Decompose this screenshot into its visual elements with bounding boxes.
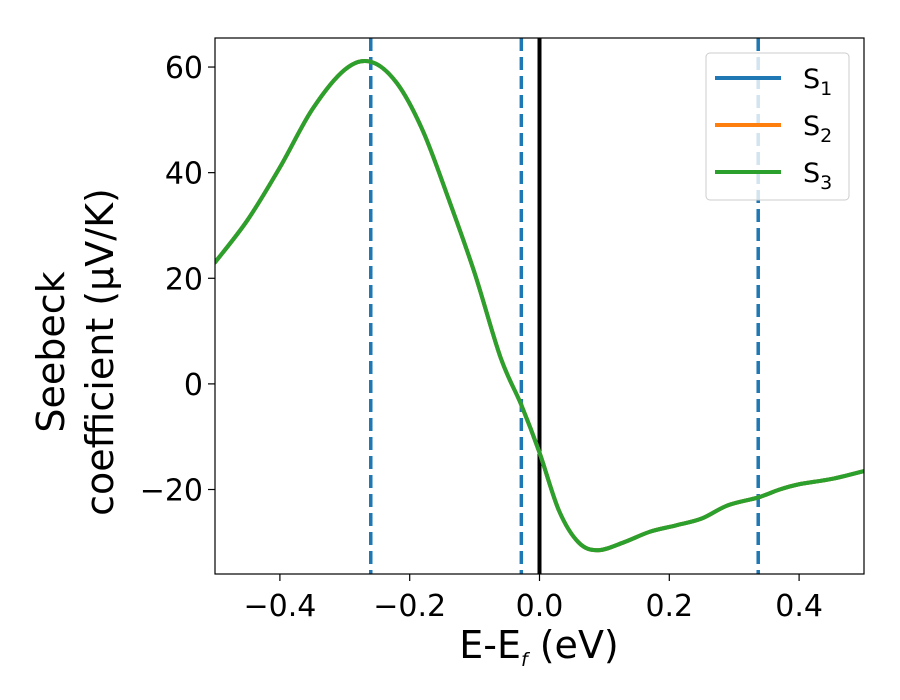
x-tick-label: −0.4 [243,589,316,624]
legend-label-s3: S3 [803,158,832,194]
legend-label-main: S [803,158,820,189]
x-tick-label: 0.4 [775,589,823,624]
x-axis-label-main: E-E [459,623,521,667]
legend-label-s1: S1 [803,64,832,100]
y-axis-label-line1: Seebeck [29,271,73,432]
legend-label-subscript: 1 [820,78,832,100]
y-tick-label: 20 [165,262,203,297]
legend-label-subscript: 3 [820,172,832,194]
y-tick-label: 60 [165,51,203,86]
x-axis-label-subscript: f [521,649,531,671]
legend-label-main: S [803,64,820,95]
y-axis-label-line2: coefficient (μV/K) [78,188,122,516]
legend-label-s2: S2 [803,111,832,147]
x-tick-label: 0.2 [645,589,693,624]
legend-label-main: S [803,111,820,142]
x-tick-label: 0.0 [516,589,564,624]
series-line-s3 [215,58,864,553]
x-axis-label: E-Ef (eV) [459,623,619,671]
y-tick-label: 40 [165,157,203,192]
x-tick-label: −0.2 [373,589,446,624]
y-tick-label: −20 [140,474,203,509]
legend-label-subscript: 2 [820,125,832,147]
y-tick-label: 0 [184,368,203,403]
x-axis-label-unit: (eV) [528,623,619,667]
